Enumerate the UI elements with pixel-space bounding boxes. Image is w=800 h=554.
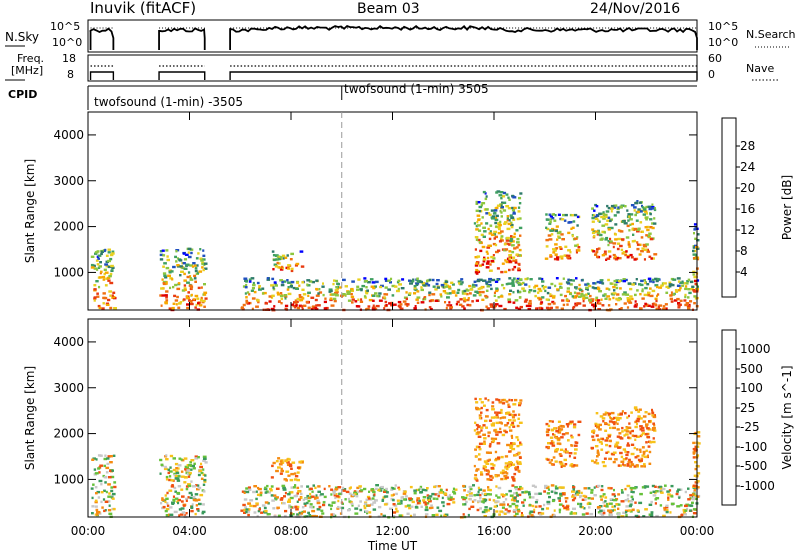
- nsky-panel-frame: [87, 19, 698, 53]
- velocity-colorbar-tick-label: -25: [740, 420, 760, 434]
- velocity-y-tick-label: 1000: [53, 472, 84, 486]
- power-colorbar-tick-label: 28: [740, 139, 755, 153]
- cpid-segment-1: twofsound (1-min) -3505: [94, 95, 243, 109]
- power-colorbar-frame: [721, 117, 737, 298]
- freq-panel-frame: [87, 54, 698, 82]
- velocity-colorbar-tick-label: -100: [740, 440, 767, 454]
- velocity-colorbar-tick-label: 25: [740, 401, 755, 415]
- nsky-label: N.Sky: [5, 30, 40, 44]
- power-colorbar-tick-label: 24: [740, 160, 755, 174]
- power-y-tick-label: 4000: [53, 128, 84, 142]
- velocity-y-tick-label: 2000: [53, 427, 84, 441]
- power-colorbar-tick-label: 8: [740, 244, 748, 258]
- nsky-trace-2: [229, 24, 698, 50]
- velocity-colorbar-tick-label: -1000: [740, 479, 775, 493]
- velocity-colorbar-frame: [721, 329, 737, 506]
- power-panel-frame: [87, 111, 698, 311]
- power-colorbar-tick-label: 12: [740, 223, 755, 237]
- power-colorbar-tick-label: 16: [740, 202, 755, 216]
- x-tick-label: 08:00: [274, 524, 309, 538]
- power-y-tick-label: 3000: [53, 174, 84, 188]
- power-y-tick-label: 2000: [53, 220, 84, 234]
- x-tick-label: 00:00: [680, 524, 715, 538]
- nave-tick-bottom: 0: [708, 68, 715, 81]
- power-heatmap-cells: [90, 190, 700, 312]
- freq-trace-0: [89, 71, 115, 80]
- freq-label-line1: Freq.: [17, 52, 45, 65]
- velocity-heatmap-cells: [90, 397, 701, 519]
- nsky-tick-top: 10^5: [50, 20, 81, 33]
- nsky-trace-0: [89, 27, 115, 50]
- nave-label: Nave: [746, 62, 775, 75]
- x-tick-label: 04:00: [172, 524, 207, 538]
- cpid-label: CPID: [8, 88, 38, 101]
- velocity-y-axis-label: Slant Range [km]: [23, 366, 37, 470]
- nsearch-tick-top: 10^5: [708, 20, 739, 33]
- velocity-colorbar-tick-label: 1000: [740, 342, 771, 356]
- freq-label-line2: [MHz]: [11, 64, 44, 77]
- radar-title: Inuvik (fitACF): [90, 0, 197, 17]
- power-y-tick-label: 1000: [53, 265, 84, 279]
- power-colorbar-label: Power [dB]: [780, 175, 794, 240]
- x-tick-label: 00:00: [71, 524, 106, 538]
- nsearch-label: N.Search: [746, 28, 796, 41]
- beam-label: Beam 03: [357, 1, 420, 17]
- x-tick-label: 12:00: [375, 524, 410, 538]
- velocity-colorbar-tick-label: 100: [740, 381, 763, 395]
- nave-tick-top: 60: [708, 52, 722, 65]
- freq-trace-2: [229, 71, 698, 80]
- velocity-colorbar-tick-label: -500: [740, 459, 767, 473]
- nsky-tick-bottom: 10^0: [52, 36, 83, 49]
- power-colorbar-tick-label: 4: [740, 265, 748, 279]
- velocity-colorbar-label: Velocity [m s^-1]: [780, 365, 794, 469]
- freq-trace-1: [158, 71, 206, 80]
- x-tick-label: 20:00: [578, 524, 613, 538]
- power-y-axis-label: Slant Range [km]: [23, 159, 37, 263]
- x-tick-label: 16:00: [477, 524, 512, 538]
- freq-tick-top: 18: [62, 52, 76, 65]
- velocity-y-tick-label: 3000: [53, 381, 84, 395]
- x-axis-label: Time UT: [367, 539, 418, 553]
- nsky-trace-1: [158, 27, 206, 50]
- nsearch-tick-bottom: 10^0: [708, 36, 739, 49]
- velocity-colorbar-tick-label: 500: [740, 362, 763, 376]
- freq-tick-bottom: 8: [67, 68, 74, 81]
- velocity-y-tick-label: 4000: [53, 335, 84, 349]
- power-colorbar-tick-label: 20: [740, 181, 755, 195]
- date-label: 24/Nov/2016: [590, 1, 681, 17]
